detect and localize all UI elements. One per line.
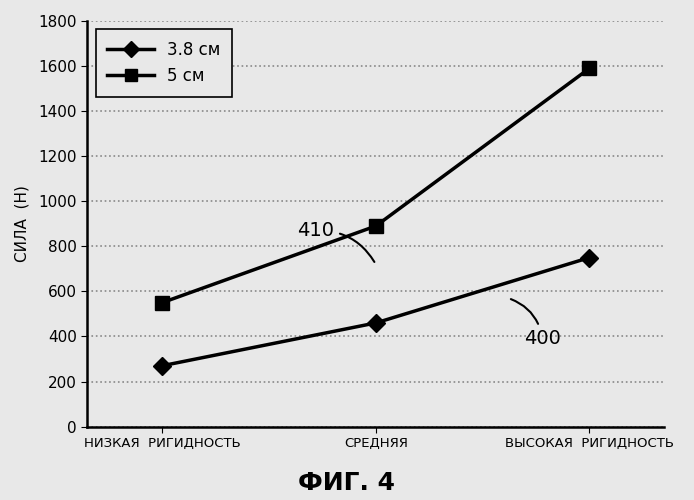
5 см <box>585 66 593 71</box>
Text: ФИГ. 4: ФИГ. 4 <box>298 471 396 495</box>
Text: 410: 410 <box>298 221 374 262</box>
Line: 5 см: 5 см <box>155 62 596 310</box>
3.8 см <box>585 254 593 260</box>
3.8 см <box>371 320 380 326</box>
5 см <box>371 223 380 229</box>
Text: 400: 400 <box>511 299 561 348</box>
3.8 см <box>158 362 167 368</box>
Y-axis label: СИЛА  (Н): СИЛА (Н) <box>15 186 30 262</box>
Legend: 3.8 см, 5 см: 3.8 см, 5 см <box>96 30 232 97</box>
5 см <box>158 300 167 306</box>
Line: 3.8 см: 3.8 см <box>156 252 595 372</box>
